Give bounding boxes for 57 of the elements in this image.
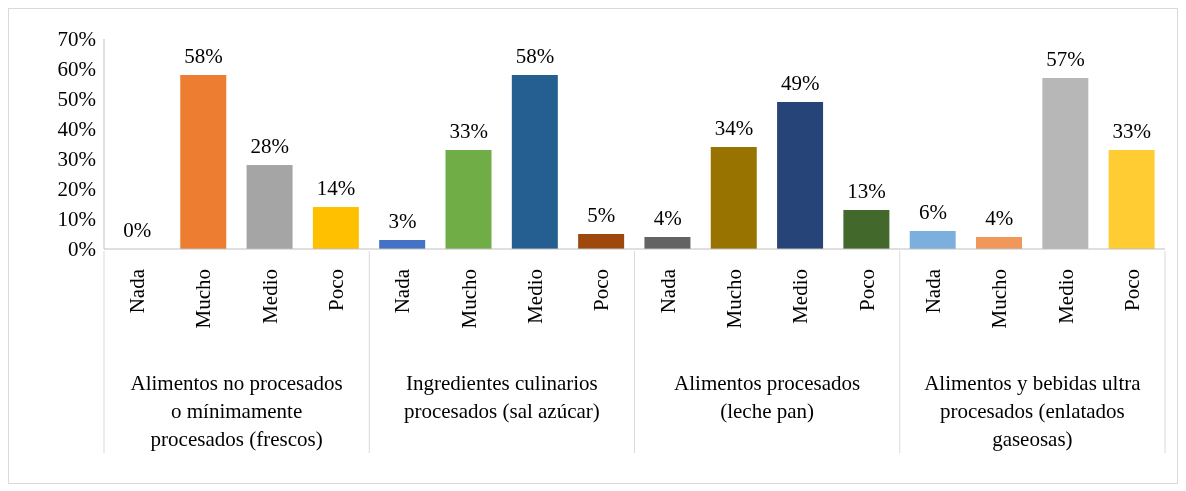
x-tick-label: Poco <box>589 269 614 311</box>
x-tick-label: Medio <box>1053 269 1078 324</box>
data-label: 3% <box>388 209 417 233</box>
x-tick-label: Medio <box>788 269 813 324</box>
bar <box>777 102 824 249</box>
bar <box>909 231 956 249</box>
bar <box>511 75 558 249</box>
text: Alimentos y bebidas ultra procesados (enlatados gaseosas) <box>923 370 1142 453</box>
data-label: 6% <box>918 200 947 224</box>
x-tick-label: Poco <box>1119 269 1144 311</box>
data-label: 5% <box>587 203 616 227</box>
x-tick-label: Mucho <box>987 269 1012 329</box>
y-tick-label: 30% <box>57 147 96 172</box>
data-label: 14% <box>316 176 356 200</box>
data-label: 34% <box>714 116 754 140</box>
x-tick-label: Mucho <box>191 269 216 329</box>
text: Alimentos procesados (leche pan) <box>673 370 862 425</box>
bar <box>644 237 691 249</box>
data-label: 58% <box>184 44 223 68</box>
bar <box>445 150 492 249</box>
data-label: 13% <box>847 179 886 203</box>
bar <box>843 210 890 249</box>
y-tick-label: 50% <box>57 87 96 112</box>
y-tick-label: 10% <box>57 207 96 232</box>
x-tick-label: Poco <box>324 269 349 311</box>
text: Ingredientes culinarios procesados (sal azúcar) <box>402 370 601 425</box>
bar <box>578 234 625 249</box>
x-tick-label: Medio <box>257 269 282 324</box>
data-label: 4% <box>653 206 682 230</box>
y-tick-label: 20% <box>57 177 96 202</box>
data-label: 49% <box>781 71 820 95</box>
bar <box>312 207 359 249</box>
y-tick-label: 60% <box>57 57 96 82</box>
y-tick-label: 70% <box>57 27 96 52</box>
data-label: 33% <box>449 119 488 143</box>
bar <box>976 237 1023 249</box>
data-label: 0% <box>123 218 152 242</box>
y-tick-label: 0% <box>68 237 96 262</box>
x-tick-label: Nada <box>125 268 150 314</box>
x-tick-label: Nada <box>390 268 415 314</box>
data-label: 58% <box>515 44 555 68</box>
data-label: 28% <box>250 134 290 158</box>
x-tick-label: Nada <box>655 268 680 314</box>
text: Alimentos no procesados o mínimamente procesados (frescos) <box>129 370 344 453</box>
x-tick-label: Poco <box>854 269 879 311</box>
data-label: 33% <box>1112 119 1152 143</box>
y-tick-label: 40% <box>57 117 96 142</box>
x-tick-label: Mucho <box>721 269 746 329</box>
data-label: 57% <box>1046 47 1085 71</box>
bar <box>1108 150 1155 249</box>
data-label: 4% <box>985 206 1014 230</box>
bar <box>246 165 293 249</box>
x-tick-label: Mucho <box>456 269 481 329</box>
x-tick-label: Medio <box>523 269 548 324</box>
bar <box>710 147 757 249</box>
x-tick-label: Nada <box>920 268 945 314</box>
bar <box>180 75 227 249</box>
